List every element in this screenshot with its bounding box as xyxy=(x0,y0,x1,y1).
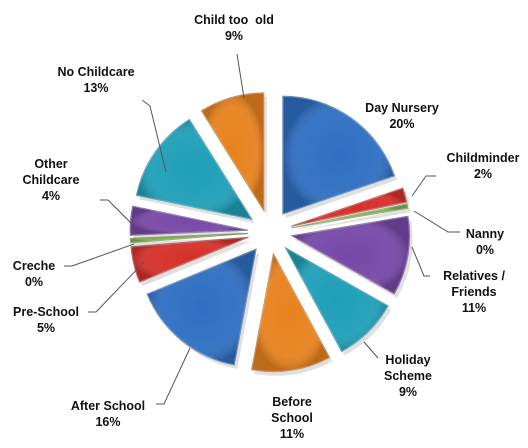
pie-slices xyxy=(129,92,413,376)
label-before-school-value: 11% xyxy=(279,427,305,441)
slice-shadow-creche xyxy=(133,237,251,247)
label-other-name-2: Childcare xyxy=(22,173,80,187)
label-other-childcare: Other Childcare 4% xyxy=(12,156,90,204)
label-creche-name: Creche xyxy=(12,259,56,273)
label-relatives-name-1: Relatives / xyxy=(443,269,505,283)
leader-line-no-childcare xyxy=(141,99,167,173)
label-pre-school-name: Pre-School xyxy=(13,305,79,319)
label-no-childcare: No Childcare 13% xyxy=(46,64,146,96)
leader-line-childminder xyxy=(411,175,436,197)
label-holiday-name-1: Holiday xyxy=(385,353,431,367)
label-holiday: Holiday Scheme 9% xyxy=(368,352,448,400)
slice-bevel-creche xyxy=(129,232,249,244)
slice-bevel-before-school xyxy=(250,251,331,373)
label-too-old-value: 9% xyxy=(224,29,244,43)
label-creche-value: 0% xyxy=(24,275,44,289)
label-after-school-name: After School xyxy=(70,399,146,413)
label-childminder: Childminder 2% xyxy=(438,150,528,182)
label-creche: Creche 0% xyxy=(6,258,62,290)
leader-line-pre-school xyxy=(88,261,145,313)
leader-line-after-school xyxy=(156,347,191,405)
label-no-childcare-name: No Childcare xyxy=(57,65,135,79)
leader-line-holiday xyxy=(363,341,379,359)
slice-bevel-pre-school xyxy=(130,236,249,284)
label-before-school: Before School 11% xyxy=(262,394,322,442)
slice-bevel-no-childcare xyxy=(135,118,254,221)
leader-line-creche xyxy=(64,243,135,267)
slice-bevel-relatives-friends xyxy=(289,215,411,296)
slice-shadow-nanny xyxy=(294,207,411,232)
slice-bevel-after-school xyxy=(146,247,258,366)
slice-bevel-childminder xyxy=(290,187,408,227)
label-other-name-1: Other xyxy=(34,157,68,171)
label-other-value: 4% xyxy=(41,189,61,203)
leader-line-relatives xyxy=(411,246,430,277)
label-no-childcare-value: 13% xyxy=(83,81,109,95)
leader-line-too-old xyxy=(236,53,245,99)
label-nanny: Nanny 0% xyxy=(460,226,510,258)
slice-bevel-day-nursery xyxy=(282,95,396,216)
label-day-nursery: Day Nursery 20% xyxy=(352,100,452,132)
slice-bevel-nanny xyxy=(291,203,409,229)
label-too-old-name: Child too old xyxy=(194,13,274,27)
label-child-too-old: Child too old 9% xyxy=(176,12,292,44)
leader-line-nanny xyxy=(413,210,460,233)
label-childminder-name: Childminder xyxy=(446,151,520,165)
label-relatives-value: 11% xyxy=(461,301,487,315)
slice-bevel-child-too-old xyxy=(200,92,265,214)
label-pre-school: Pre-School 5% xyxy=(4,304,88,336)
label-before-school-name-1: Before xyxy=(272,395,312,409)
label-relatives: Relatives / Friends 11% xyxy=(430,268,518,316)
label-relatives-name-2: Friends xyxy=(451,285,497,299)
label-day-nursery-name: Day Nursery xyxy=(365,101,439,115)
leader-line-other xyxy=(100,199,133,225)
label-after-school-value: 16% xyxy=(95,415,121,429)
label-day-nursery-value: 20% xyxy=(389,117,415,131)
label-holiday-name-2: Scheme xyxy=(384,369,432,383)
slice-bevel-other-childcare xyxy=(129,205,249,237)
label-after-school: After School 16% xyxy=(58,398,158,430)
label-nanny-name: Nanny xyxy=(465,227,505,241)
leader-lines xyxy=(64,53,460,405)
label-holiday-value: 9% xyxy=(398,385,418,399)
label-nanny-value: 0% xyxy=(475,243,495,257)
label-before-school-name-2: School xyxy=(271,411,313,425)
label-pre-school-value: 5% xyxy=(36,321,56,335)
label-childminder-value: 2% xyxy=(473,167,493,181)
slice-bevel-holiday-scheme xyxy=(283,245,390,353)
